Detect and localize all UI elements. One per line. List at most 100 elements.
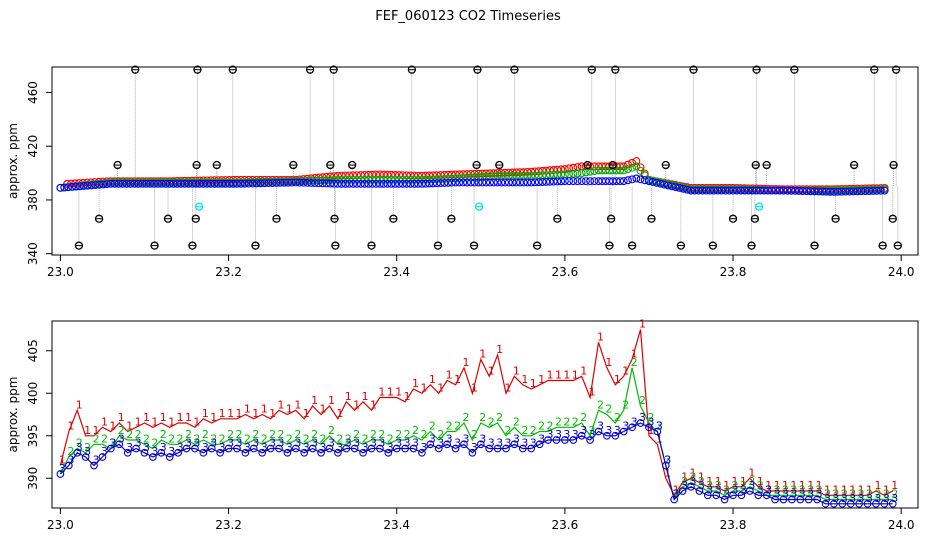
data-point <box>383 179 392 188</box>
data-point <box>193 65 202 74</box>
data-point <box>560 177 569 186</box>
data-label: 3 <box>883 492 890 505</box>
data-point <box>287 178 296 187</box>
data-point <box>857 187 866 196</box>
data-point <box>334 448 342 457</box>
data-point <box>436 179 445 188</box>
data-point <box>75 182 84 191</box>
data-point <box>737 491 746 500</box>
data-point <box>683 185 692 194</box>
data-label: 2 <box>446 420 453 433</box>
data-label: 2 <box>76 437 83 450</box>
data-label: 2 <box>858 488 865 501</box>
data-point <box>276 178 285 187</box>
data-label: 3 <box>631 415 638 428</box>
data-label: 3 <box>378 437 385 450</box>
data-label: 2 <box>715 479 722 492</box>
data-point <box>56 183 65 192</box>
data-point <box>329 65 338 74</box>
data-label: 1 <box>555 369 562 382</box>
data-point <box>240 179 249 188</box>
data-label: 2 <box>370 428 377 441</box>
data-point <box>74 241 84 250</box>
data-label: 3 <box>757 483 764 496</box>
data-point <box>367 241 376 250</box>
data-point <box>345 179 354 188</box>
data-label: 1 <box>605 356 612 369</box>
data-point <box>463 178 471 187</box>
data-point <box>284 178 292 187</box>
data-label: 2 <box>278 428 285 441</box>
data-label: 3 <box>126 441 133 454</box>
data-label: 3 <box>858 492 865 505</box>
data-point <box>392 444 401 453</box>
data-label: 1 <box>362 390 369 403</box>
data-point <box>729 491 737 500</box>
data-label: 2 <box>160 428 167 441</box>
data-point <box>87 181 96 190</box>
x-tick-label: 23.4 <box>383 265 410 279</box>
data-label: 1 <box>437 381 444 394</box>
data-point <box>590 177 599 186</box>
data-point <box>236 179 245 188</box>
data-point <box>489 178 498 187</box>
data-point <box>569 177 578 186</box>
series-line <box>59 422 893 505</box>
data-point <box>645 177 653 186</box>
data-point <box>616 166 625 175</box>
data-point <box>818 187 827 196</box>
data-label: 3 <box>496 437 503 450</box>
data-point <box>740 186 749 195</box>
data-label: 2 <box>143 432 150 445</box>
data-point <box>611 431 620 440</box>
data-label: 2 <box>84 441 91 454</box>
data-point <box>838 499 847 508</box>
data-label: 2 <box>135 428 142 441</box>
data-point <box>470 178 479 187</box>
data-label: 3 <box>101 445 108 458</box>
data-point <box>482 172 491 181</box>
data-point <box>268 179 277 187</box>
data-point <box>98 453 107 461</box>
data-point <box>395 179 403 188</box>
data-point <box>752 65 761 74</box>
x-tick-label: 23.4 <box>383 518 410 532</box>
data-point <box>822 187 831 196</box>
data-point <box>474 202 484 211</box>
data-point <box>252 179 261 188</box>
data-point <box>73 448 82 457</box>
data-point <box>142 179 151 188</box>
data-label: 1 <box>353 398 360 411</box>
data-label: 1 <box>177 411 184 424</box>
data-point <box>266 444 275 453</box>
data-point <box>440 178 449 187</box>
data-label: 3 <box>446 432 453 445</box>
data-point <box>750 214 760 223</box>
y-axis-label: approx. ppm <box>6 377 20 453</box>
data-point <box>557 177 566 186</box>
data-point <box>577 169 586 178</box>
data-point <box>744 186 753 195</box>
data-label: 3 <box>160 441 167 454</box>
data-label: 2 <box>420 428 427 441</box>
data-point <box>502 444 510 453</box>
data-label: 3 <box>345 437 352 450</box>
data-point <box>459 174 468 182</box>
data-point <box>291 178 300 187</box>
data-point <box>670 495 679 504</box>
data-label: 1 <box>715 475 722 488</box>
data-point <box>359 448 367 457</box>
data-label: 2 <box>93 432 100 445</box>
data-label: 2 <box>404 428 411 441</box>
data-label: 2 <box>353 428 360 441</box>
data-point <box>486 178 494 187</box>
data-point <box>703 491 712 500</box>
data-label: 1 <box>336 407 343 420</box>
data-label: 3 <box>555 428 562 441</box>
data-label: 3 <box>210 437 217 450</box>
data-point <box>333 179 342 188</box>
data-point <box>523 178 532 187</box>
data-point <box>493 178 502 187</box>
data-label: 3 <box>353 437 360 450</box>
